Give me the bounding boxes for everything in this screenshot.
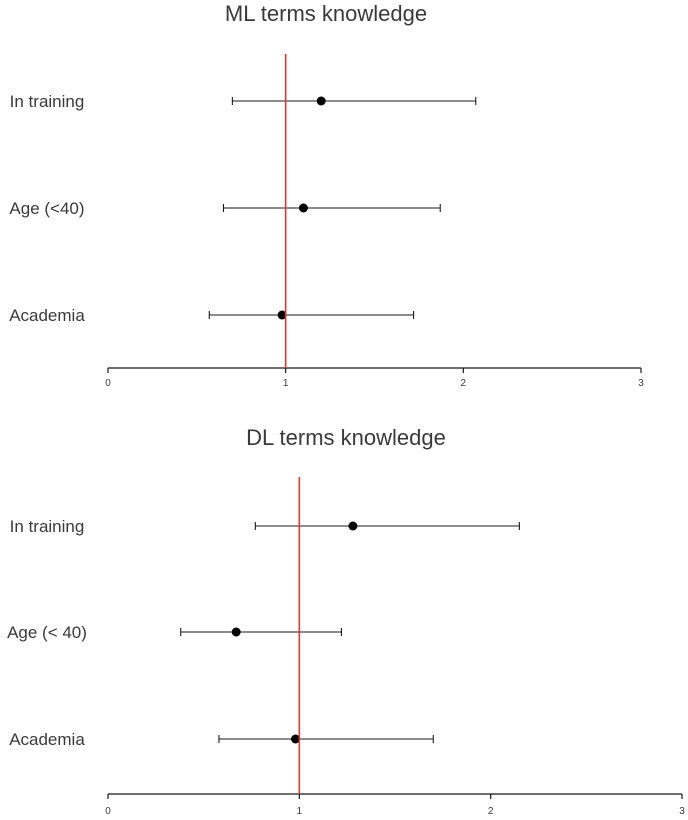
ml-chart-svg: ML terms knowledge 0 1 2 3 In training Age (<… <box>9 1 644 389</box>
x-tick-label: 3 <box>638 378 644 389</box>
estimate-point <box>298 203 308 213</box>
category-label: Age (<40) <box>9 199 84 218</box>
chart-title: DL terms knowledge <box>246 425 446 450</box>
chart-title: ML terms knowledge <box>225 1 427 26</box>
x-tick-label: 3 <box>679 806 685 817</box>
category-label: In training <box>10 517 85 536</box>
dl-forest-plot: DL terms knowledge 0 1 2 3 In training Age (<… <box>0 410 688 820</box>
estimate-point <box>277 310 287 320</box>
x-tick-label: 2 <box>461 378 467 389</box>
x-tick-label: 1 <box>283 378 289 389</box>
x-tick-label: 0 <box>105 806 111 817</box>
estimate-point <box>316 96 326 106</box>
category-label: In training <box>10 92 85 111</box>
category-label: Academia <box>9 306 85 325</box>
estimate-point <box>231 627 241 637</box>
x-tick-label: 1 <box>297 806 303 817</box>
dl-chart-svg: DL terms knowledge 0 1 2 3 In training Age (<… <box>7 425 685 817</box>
x-tick-label: 2 <box>488 806 494 817</box>
category-label: Academia <box>9 730 85 749</box>
x-tick-label: 0 <box>105 378 111 389</box>
estimate-point <box>348 521 358 531</box>
category-label: Age (< 40) <box>7 623 87 642</box>
ml-forest-plot: ML terms knowledge 0 1 2 3 In training Age (<… <box>9 1 644 389</box>
estimate-point <box>291 734 301 744</box>
